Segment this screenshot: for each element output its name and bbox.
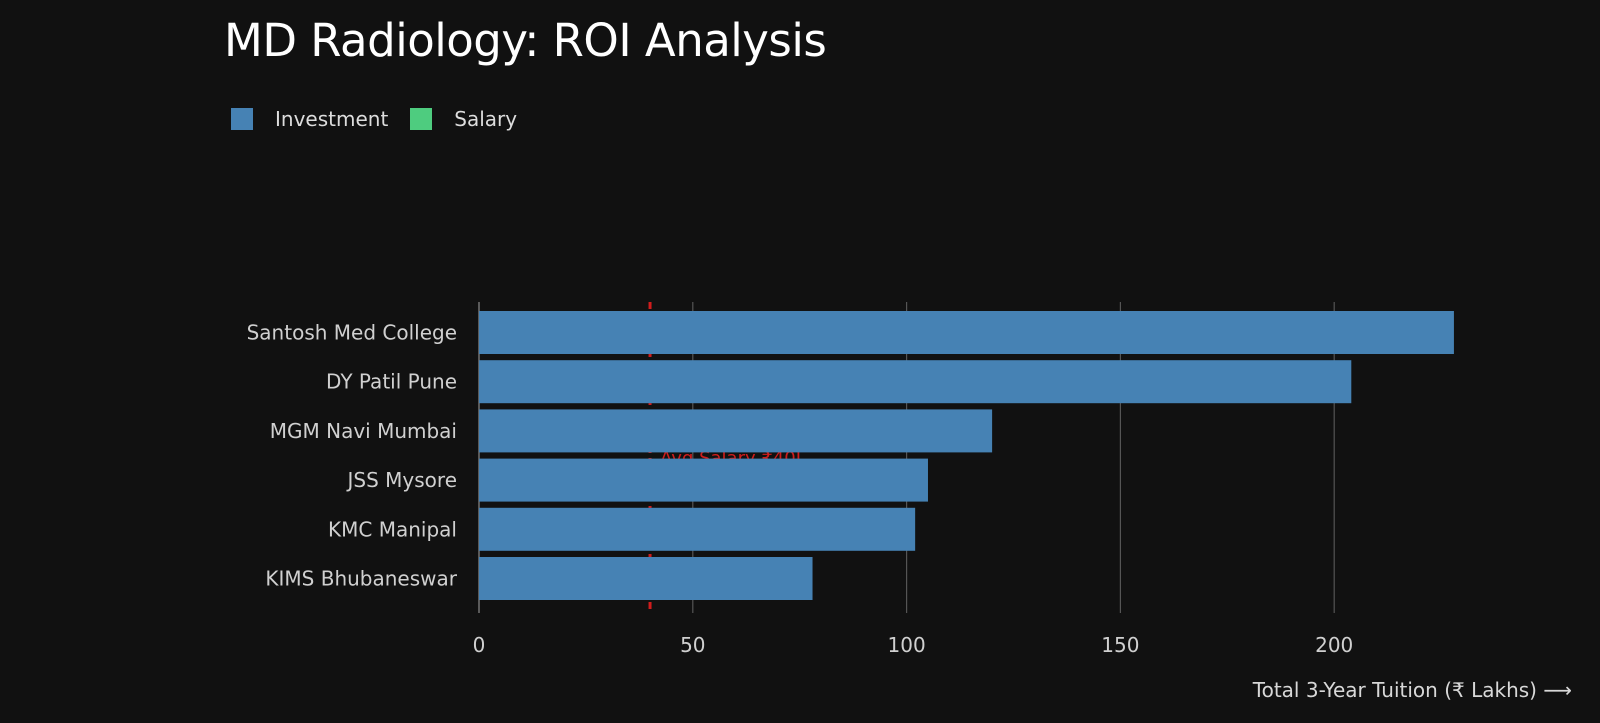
x-tick-label-100: 100 (888, 633, 926, 657)
category-label: Santosh Med College (247, 321, 457, 345)
x-tick-label-200: 200 (1315, 633, 1353, 657)
x-tick-label-0: 0 (473, 633, 486, 657)
legend-swatch-investment (231, 108, 253, 130)
legend: Investment Salary (231, 107, 539, 131)
category-label: JSS Mysore (346, 468, 457, 492)
bar-mgm-navi-mumbai[interactable] (479, 409, 993, 453)
legend-swatch-salary (410, 108, 433, 130)
legend-item-investment[interactable]: Investment (231, 107, 388, 131)
x-axis-label: Total 3-Year Tuition (₹ Lakhs) ⟶ (1252, 678, 1572, 702)
category-label: KMC Manipal (328, 517, 457, 541)
chart-title: MD Radiology: ROI Analysis (224, 14, 827, 67)
legend-label-investment: Investment (275, 107, 389, 131)
bar-kmc-manipal[interactable] (479, 507, 916, 551)
category-label: MGM Navi Mumbai (270, 419, 457, 443)
category-label: KIMS Bhubaneswar (265, 567, 457, 591)
bar-santosh-med-college[interactable] (479, 311, 1454, 354)
category-label: DY Patil Pune (326, 370, 457, 394)
bar-jss-mysore[interactable] (479, 458, 928, 502)
bar-dy-patil-pune[interactable] (479, 360, 1352, 404)
bar-kims-bhubaneswar[interactable] (479, 557, 813, 600)
x-tick-label-150: 150 (1101, 633, 1139, 657)
x-tick-label-50: 50 (680, 633, 705, 657)
legend-item-salary[interactable]: Salary (410, 107, 517, 131)
legend-label-salary: Salary (454, 107, 518, 131)
